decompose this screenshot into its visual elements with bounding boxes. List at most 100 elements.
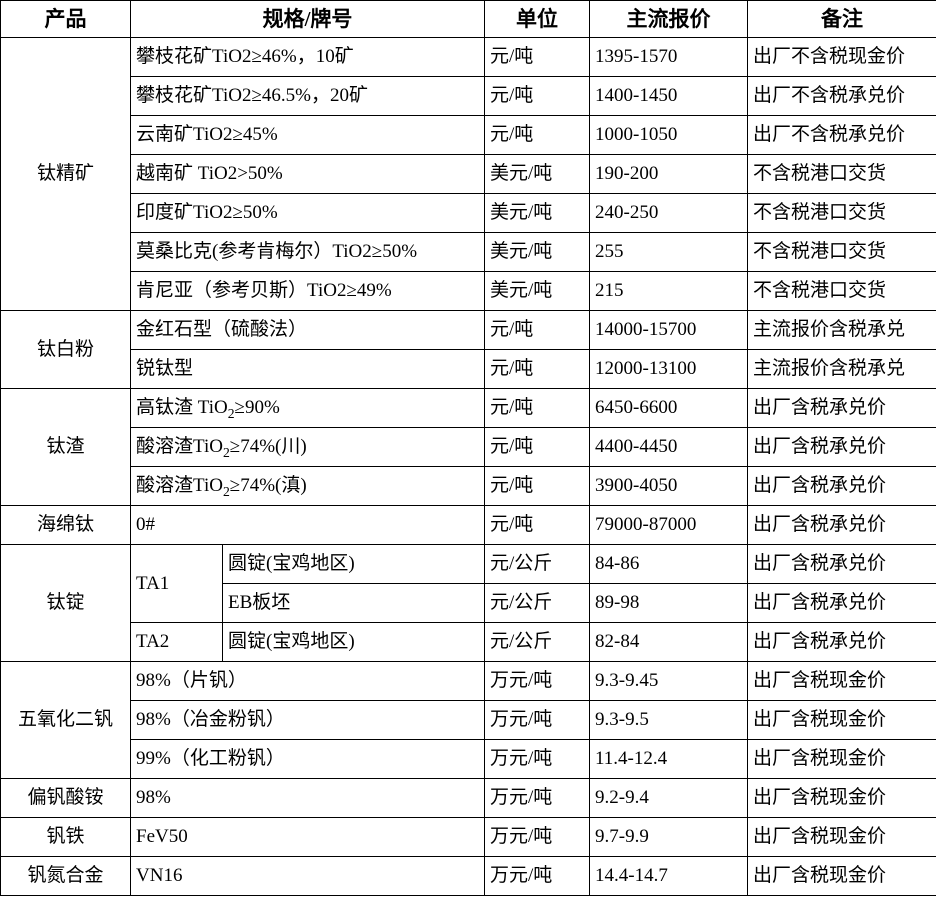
product-name-cell: 钒铁 <box>0 817 131 857</box>
remark-cell: 不含税港口交货 <box>747 271 936 311</box>
remark-cell: 主流报价含税承兑 <box>747 310 936 350</box>
column-header-spec: 规格/牌号 <box>130 0 485 38</box>
price-cell: 4400-4450 <box>589 427 748 467</box>
product-name-cell: 五氧化二钒 <box>0 661 131 779</box>
price-cell: 6450-6600 <box>589 388 748 428</box>
unit-cell: 元/吨 <box>484 115 590 155</box>
table-row: 莫桑比克(参考肯梅尔）TiO2≥50% 美元/吨 255 不含税港口交货 <box>1 232 936 272</box>
unit-cell: 元/公斤 <box>484 622 590 662</box>
unit-cell: 美元/吨 <box>484 271 590 311</box>
table-row: 攀枝花矿TiO2≥46.5%，20矿 元/吨 1400-1450 出厂不含税承兑价 <box>1 76 936 116</box>
unit-cell: 元/吨 <box>484 427 590 467</box>
table-row: 云南矿TiO2≥45% 元/吨 1000-1050 出厂不含税承兑价 <box>1 115 936 155</box>
price-cell: 9.3-9.45 <box>589 661 748 701</box>
spec-cell: 莫桑比克(参考肯梅尔）TiO2≥50% <box>130 232 485 272</box>
unit-cell: 万元/吨 <box>484 778 590 818</box>
spec-cell: FeV50 <box>130 817 485 857</box>
product-name-cell: 钛白粉 <box>0 310 131 389</box>
spec-cell: 越南矿 TiO2>50% <box>130 154 485 194</box>
spec-cell: 酸溶渣TiO2≥74%(滇) <box>130 466 485 506</box>
remark-cell: 不含税港口交货 <box>747 193 936 233</box>
table-row: TA2 圆锭(宝鸡地区) 元/公斤 82-84 出厂含税承兑价 <box>1 622 936 662</box>
unit-cell: 元/吨 <box>484 310 590 350</box>
remark-cell: 出厂含税承兑价 <box>747 388 936 428</box>
remark-cell: 出厂不含税现金价 <box>747 37 936 77</box>
unit-cell: 元/吨 <box>484 466 590 506</box>
unit-cell: 万元/吨 <box>484 739 590 779</box>
table-row: 钒氮合金 VN16 万元/吨 14.4-14.7 出厂含税现金价 <box>0 856 936 896</box>
table-row: 越南矿 TiO2>50% 美元/吨 190-200 不含税港口交货 <box>1 154 936 194</box>
table-row: 99%（化工粉钒） 万元/吨 11.4-12.4 出厂含税现金价 <box>1 739 936 779</box>
price-cell: 79000-87000 <box>589 505 748 545</box>
remark-cell: 出厂含税现金价 <box>747 700 936 740</box>
remark-cell: 出厂不含税承兑价 <box>747 76 936 116</box>
spec-cell: 98% <box>130 778 485 818</box>
price-cell: 1395-1570 <box>589 37 748 77</box>
table-row: 五氧化二钒 98%（片钒） 万元/吨 9.3-9.45 出厂含税现金价 <box>0 661 936 779</box>
product-name-cell: 海绵钛 <box>0 505 131 545</box>
product-name-cell: 钛锭 <box>0 544 131 662</box>
table-header: 产品 规格/牌号 单位 主流报价 备注 <box>0 0 936 38</box>
table-row: 钛渣 高钛渣 TiO2≥90% 元/吨 6450-6600 出厂含税承兑价 <box>0 388 936 506</box>
spec-cell: 圆锭(宝鸡地区) <box>222 622 485 662</box>
price-cell: 14.4-14.7 <box>589 856 748 896</box>
price-cell: 14000-15700 <box>589 310 748 350</box>
unit-cell: 美元/吨 <box>484 154 590 194</box>
unit-cell: 元/吨 <box>484 349 590 389</box>
table-row: 偏钒酸铵 98% 万元/吨 9.2-9.4 出厂含税现金价 <box>0 778 936 818</box>
price-cell: 240-250 <box>589 193 748 233</box>
column-header-unit: 单位 <box>484 0 590 38</box>
unit-cell: 万元/吨 <box>484 700 590 740</box>
unit-cell: 元/吨 <box>484 76 590 116</box>
unit-cell: 美元/吨 <box>484 193 590 233</box>
remark-cell: 出厂含税承兑价 <box>747 466 936 506</box>
spec-cell: 肯尼亚（参考贝斯）TiO2≥49% <box>130 271 485 311</box>
spec-cell: 99%（化工粉钒） <box>130 739 485 779</box>
remark-cell: 出厂含税承兑价 <box>747 427 936 467</box>
spec-cell: 圆锭(宝鸡地区) <box>222 544 485 584</box>
table-row: 钛锭 TA1 圆锭(宝鸡地区) 元/公斤 84-86 出厂含税承兑价 <box>0 544 936 662</box>
spec-cell: 高钛渣 TiO2≥90% <box>130 388 485 428</box>
table-row: 钒铁 FeV50 万元/吨 9.7-9.9 出厂含税现金价 <box>0 817 936 857</box>
price-cell: 255 <box>589 232 748 272</box>
unit-cell: 元/吨 <box>484 37 590 77</box>
table-body: 钛精矿 攀枝花矿TiO2≥46%，10矿 元/吨 1395-1570 出厂不含税现金价攀… <box>0 37 936 896</box>
column-header-remark: 备注 <box>747 0 936 38</box>
table-row: 钛精矿 攀枝花矿TiO2≥46%，10矿 元/吨 1395-1570 出厂不含税现金价 <box>0 37 936 311</box>
table-row: 印度矿TiO2≥50% 美元/吨 240-250 不含税港口交货 <box>1 193 936 233</box>
price-cell: 1000-1050 <box>589 115 748 155</box>
price-cell: 1400-1450 <box>589 76 748 116</box>
remark-cell: 出厂含税承兑价 <box>747 544 936 584</box>
remark-cell: 出厂含税承兑价 <box>747 583 936 623</box>
remark-cell: 出厂含税现金价 <box>747 661 936 701</box>
unit-cell: 万元/吨 <box>484 817 590 857</box>
remark-cell: 不含税港口交货 <box>747 232 936 272</box>
product-name-cell: 钒氮合金 <box>0 856 131 896</box>
product-name-cell: 钛渣 <box>0 388 131 506</box>
table-row: 98%（冶金粉钒） 万元/吨 9.3-9.5 出厂含税现金价 <box>1 700 936 740</box>
remark-cell: 出厂含税现金价 <box>747 856 936 896</box>
header-row: 产品 规格/牌号 单位 主流报价 备注 <box>0 0 936 38</box>
spec-cell: 金红石型（硫酸法） <box>130 310 485 350</box>
column-header-product: 产品 <box>0 0 131 38</box>
remark-cell: 出厂不含税承兑价 <box>747 115 936 155</box>
spec-cell: VN16 <box>130 856 485 896</box>
price-cell: 9.7-9.9 <box>589 817 748 857</box>
spec-cell: 印度矿TiO2≥50% <box>130 193 485 233</box>
table-row: 钛白粉 金红石型（硫酸法） 元/吨 14000-15700 主流报价含税承兑 <box>0 310 936 389</box>
spec-cell: 98%（片钒） <box>130 661 485 701</box>
price-cell: 11.4-12.4 <box>589 739 748 779</box>
table-row: EB板坯 元/公斤 89-98 出厂含税承兑价 <box>1 583 936 623</box>
remark-cell: 出厂含税承兑价 <box>747 622 936 662</box>
price-cell: 82-84 <box>589 622 748 662</box>
spec-cell: 酸溶渣TiO2≥74%(川) <box>130 427 485 467</box>
price-cell: 9.2-9.4 <box>589 778 748 818</box>
spec-cell: EB板坯 <box>222 583 485 623</box>
remark-cell: 不含税港口交货 <box>747 154 936 194</box>
unit-cell: 元/公斤 <box>484 583 590 623</box>
price-cell: 12000-13100 <box>589 349 748 389</box>
table-row: 海绵钛 0# 元/吨 79000-87000 出厂含税承兑价 <box>0 505 936 545</box>
spec-cell: 云南矿TiO2≥45% <box>130 115 485 155</box>
